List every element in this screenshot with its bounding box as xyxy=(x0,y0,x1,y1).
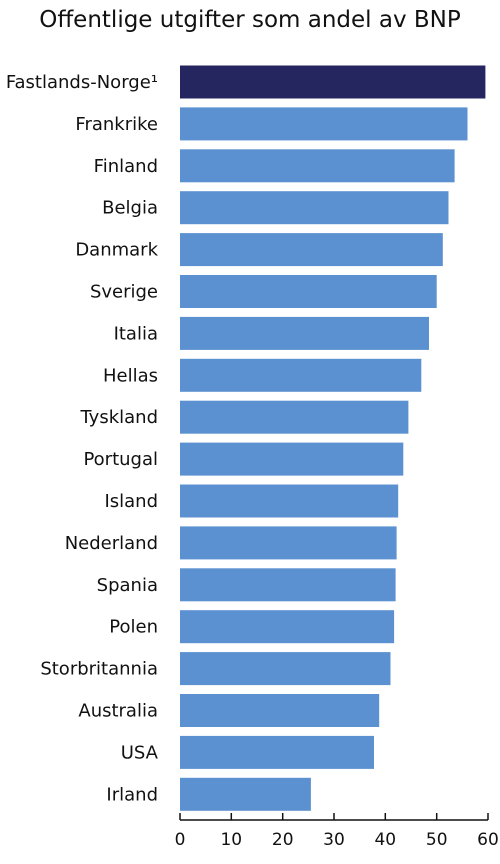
bars xyxy=(180,65,486,811)
x-tick-label-60: 60 xyxy=(477,830,499,850)
bar-storbritannia xyxy=(180,652,391,686)
bar-irland xyxy=(180,777,311,811)
bar-sverige xyxy=(180,275,437,308)
category-label-italia: Italia xyxy=(114,323,158,344)
bar-frankrike xyxy=(180,107,468,141)
bar-hellas xyxy=(180,358,422,392)
bar-danmark xyxy=(180,233,443,267)
x-tick-label-20: 20 xyxy=(272,830,294,850)
x-tick-label-50: 50 xyxy=(426,830,448,850)
chart-title: Offentlige utgifter som andel av BNP xyxy=(39,7,461,33)
category-label-storbritannia: Storbritannia xyxy=(40,659,158,680)
category-label-fastlands-norge: Fastlands-Norge¹ xyxy=(6,72,158,93)
category-labels: Fastlands-Norge¹ Frankrike Finland Belgia Da… xyxy=(6,72,159,805)
bar-polen xyxy=(180,610,395,644)
category-label-polen: Polen xyxy=(109,617,158,638)
bar-nederland xyxy=(180,526,397,560)
x-tick-label-40: 40 xyxy=(374,830,396,850)
bar-finland xyxy=(180,149,455,183)
bar-usa xyxy=(180,735,374,769)
bar-portugal xyxy=(180,442,404,476)
category-label-portugal: Portugal xyxy=(83,449,158,470)
category-label-frankrike: Frankrike xyxy=(75,114,158,135)
bar-spania xyxy=(180,568,396,602)
category-label-usa: USA xyxy=(121,742,159,763)
x-tick-label-10: 10 xyxy=(220,830,242,850)
category-label-australia: Australia xyxy=(78,701,158,722)
category-label-sverige: Sverige xyxy=(90,282,158,303)
bar-italia xyxy=(180,316,429,350)
x-tick-label-0: 0 xyxy=(175,830,186,850)
category-label-island: Island xyxy=(104,491,158,512)
category-label-irland: Irland xyxy=(106,784,158,805)
category-label-tyskland: Tyskland xyxy=(79,407,158,428)
category-label-belgia: Belgia xyxy=(102,198,158,219)
x-axis: 0 10 20 30 40 50 60 xyxy=(175,813,499,850)
bar-fastlands-norge xyxy=(180,65,486,99)
category-label-nederland: Nederland xyxy=(65,533,158,554)
category-label-danmark: Danmark xyxy=(75,240,158,261)
category-label-finland: Finland xyxy=(94,156,158,177)
x-tick-label-30: 30 xyxy=(323,830,345,850)
bar-australia xyxy=(180,694,380,727)
bar-belgia xyxy=(180,191,449,225)
bar-island xyxy=(180,484,399,518)
bar-tyskland xyxy=(180,400,409,434)
category-label-hellas: Hellas xyxy=(103,365,158,386)
category-label-spania: Spania xyxy=(97,575,158,596)
